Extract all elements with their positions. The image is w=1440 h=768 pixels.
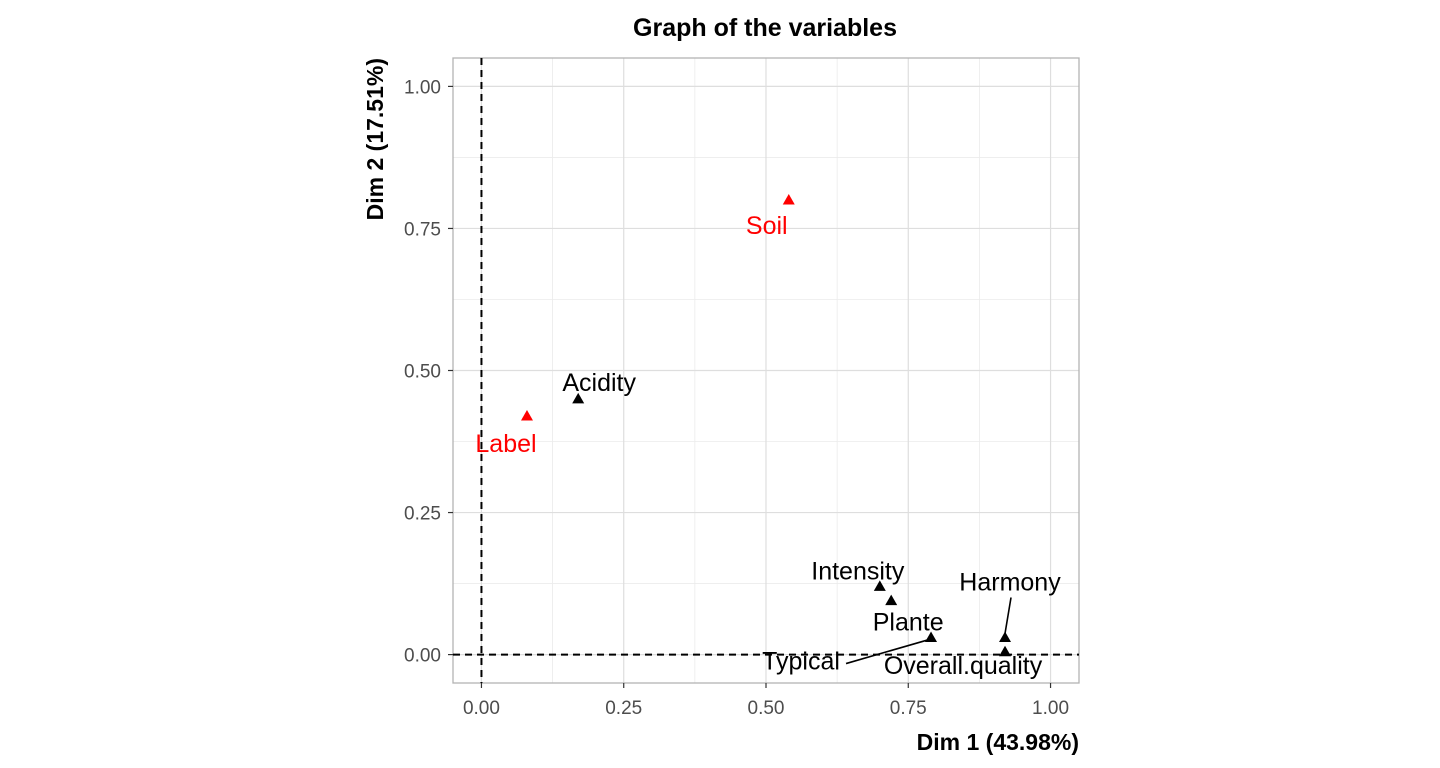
- y-tick-label: 0.00: [404, 646, 441, 667]
- x-tick-label: 0.50: [748, 698, 785, 719]
- x-tick-label: 0.00: [463, 698, 500, 719]
- point-typical: [925, 631, 938, 643]
- point-label-intensity: Intensity: [811, 557, 905, 585]
- point-label-overall-quality: Overall.quality: [884, 652, 1043, 680]
- point-label: [520, 409, 533, 421]
- y-tick-label: 0.75: [404, 219, 441, 240]
- x-tick-label: 0.25: [605, 698, 642, 719]
- x-axis-title: Dim 1 (43.98%): [917, 729, 1079, 755]
- point-harmony: [999, 631, 1012, 643]
- point-soil: [782, 194, 795, 205]
- point-label-plante: Plante: [873, 609, 944, 637]
- y-tick-label: 0.25: [404, 504, 441, 525]
- y-tick-label: 0.50: [404, 362, 441, 383]
- point-acidity: [572, 392, 585, 404]
- y-axis-title: Dim 2 (17.51%): [362, 58, 388, 220]
- point-label-label: Label: [475, 430, 536, 458]
- chart-title: Graph of the variables: [633, 14, 897, 42]
- label-leader-line: [845, 638, 930, 665]
- point-label-soil: Soil: [746, 212, 788, 240]
- point-overall-quality: [999, 645, 1012, 657]
- x-tick-label: 1.00: [1032, 698, 1069, 719]
- point-plante: [885, 594, 898, 606]
- point-label-typical: Typical: [762, 648, 840, 676]
- plot-panel: 0.00 0.25 0.50 0.75 1.00 0.00 0.25 0.50 0.75 1.00…: [404, 57, 1080, 719]
- point-label-acidity: Acidity: [562, 369, 636, 397]
- point-intensity: [873, 580, 886, 591]
- x-tick-label: 0.75: [890, 698, 927, 719]
- label-leader-line: [1004, 597, 1012, 634]
- point-label-harmony: Harmony: [959, 569, 1061, 597]
- y-tick-label: 1.00: [404, 77, 441, 98]
